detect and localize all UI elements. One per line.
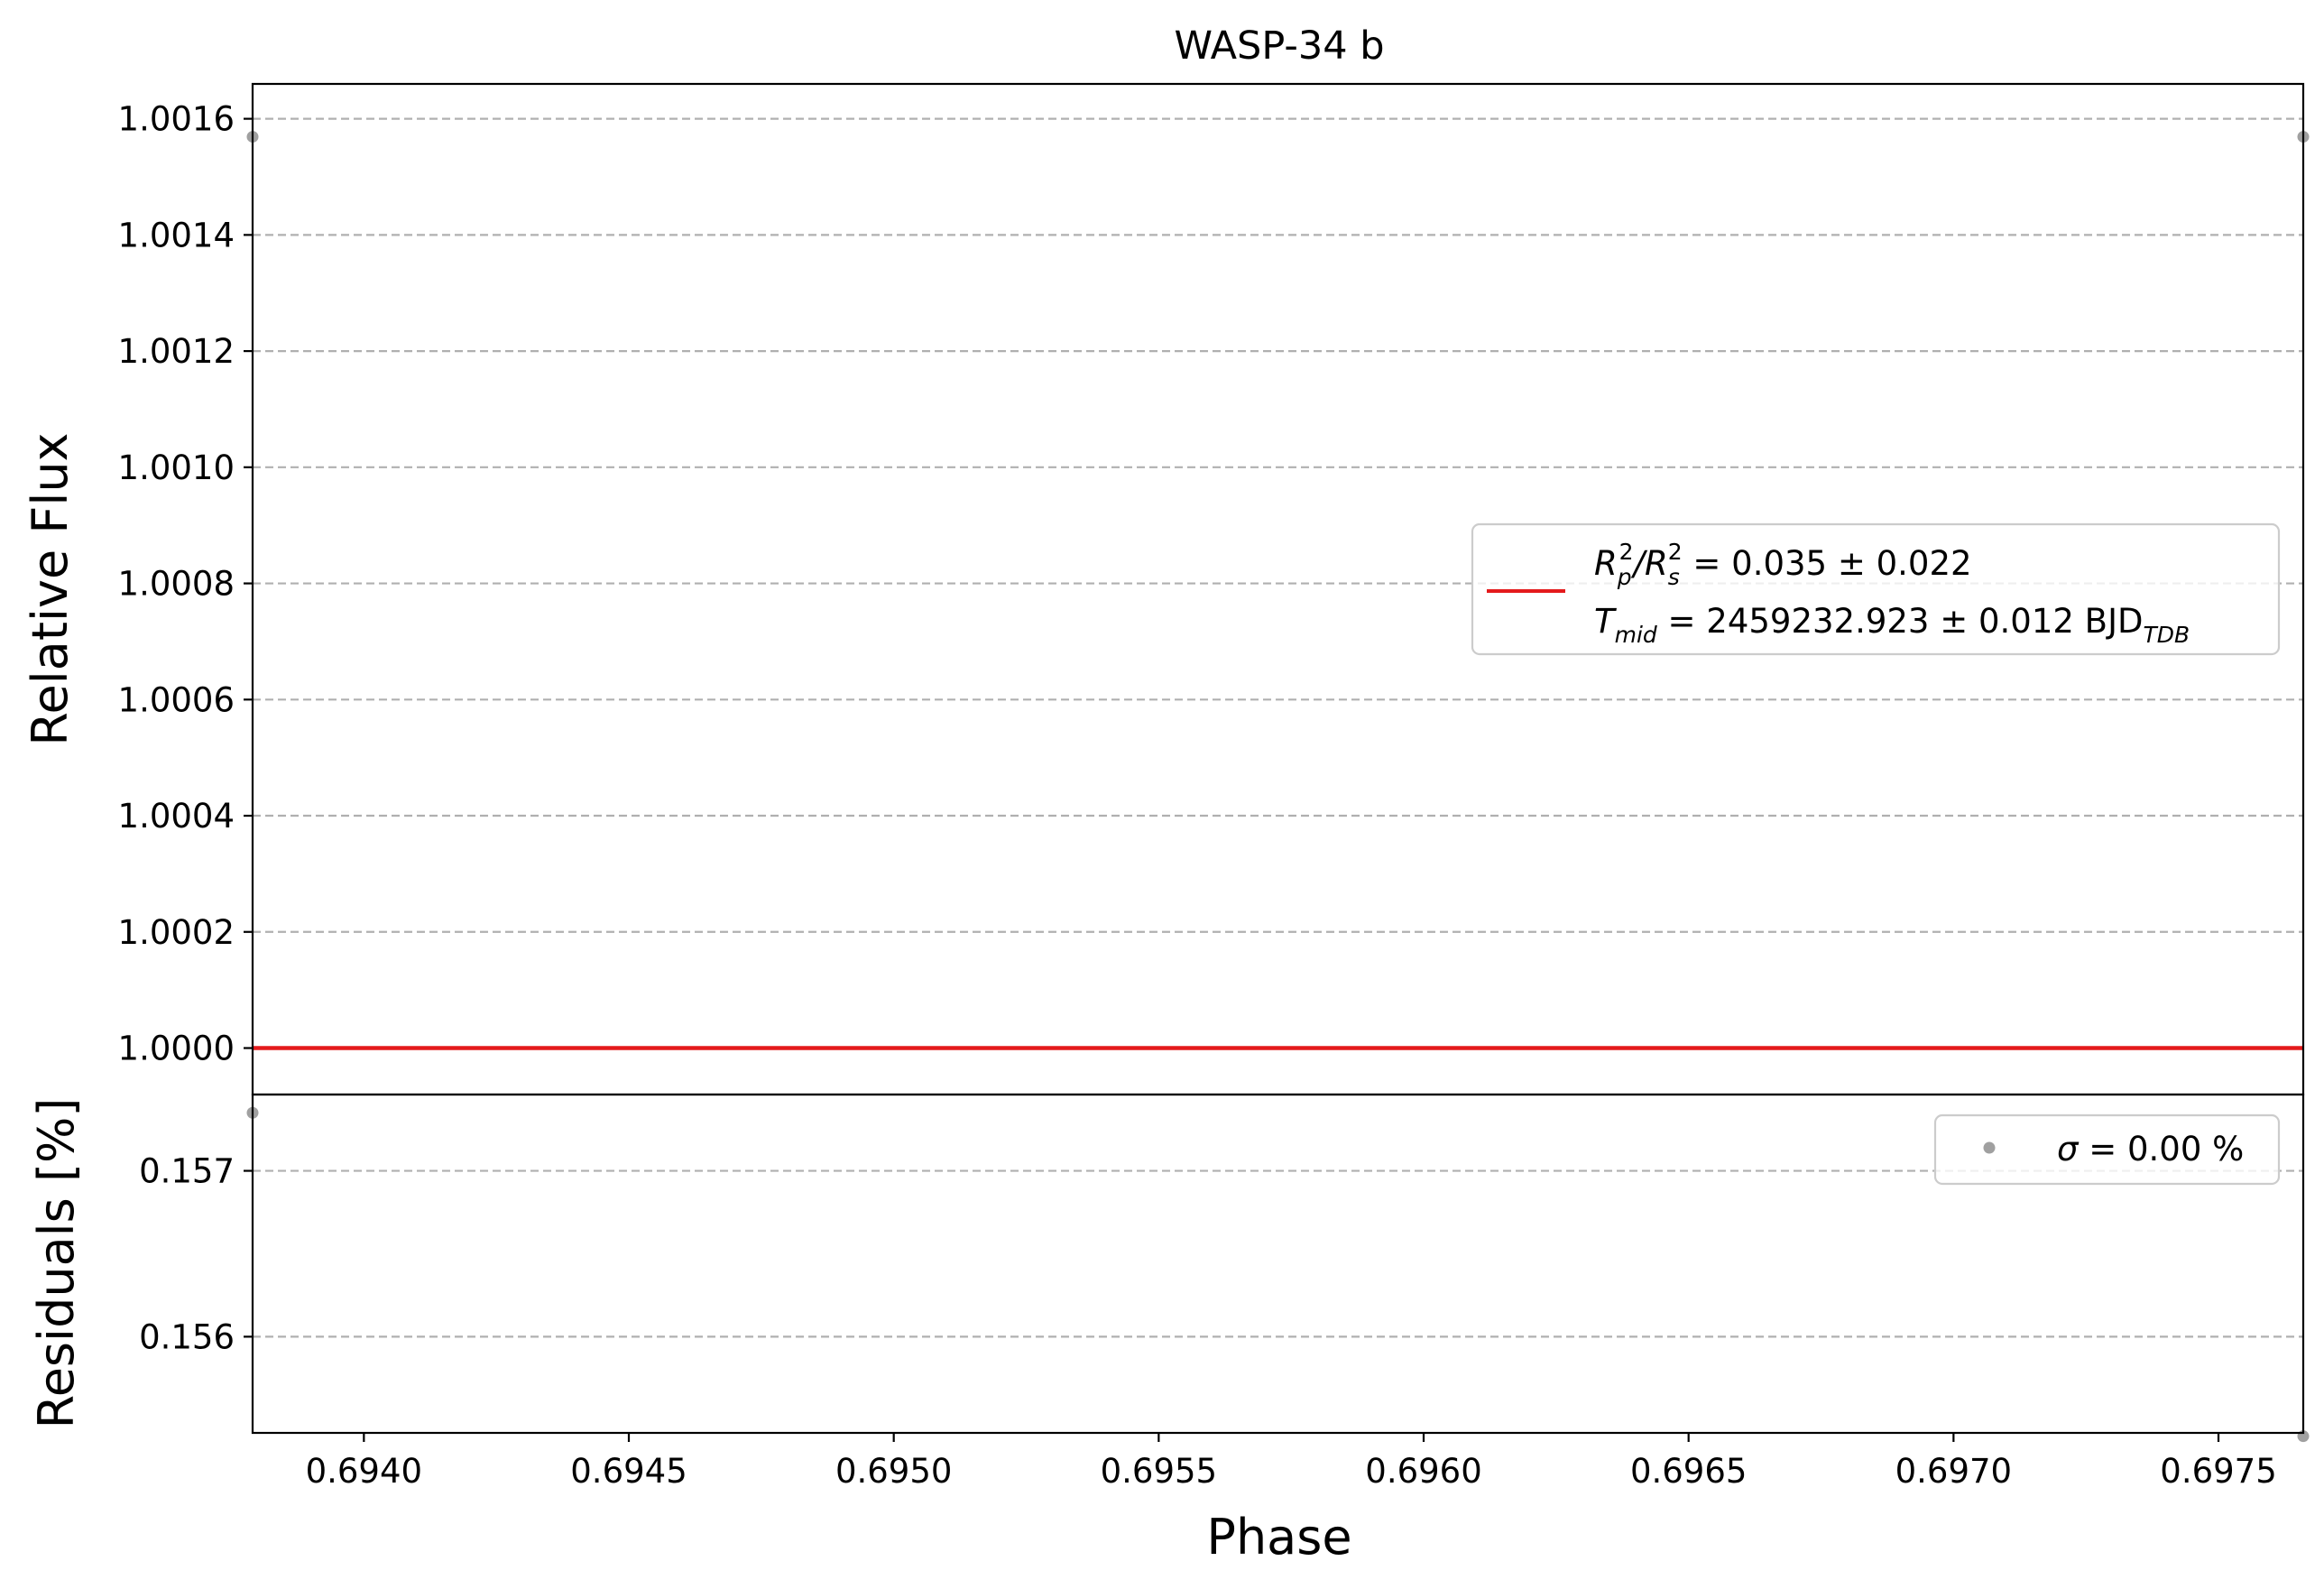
legend-sigma-symbol: σ [2057,1130,2080,1169]
flux-y-tick-label: 1.0012 [118,332,235,371]
legend-rp-sub: p [1617,564,1632,590]
phase-x-ticks: 0.6940 0.6945 0.6950 0.6955 0.6960 0.6965 0.69… [306,1433,2277,1491]
legend-rp-symbol: R [1594,544,1618,583]
flux-gridlines [253,117,2303,1049]
phase-x-axis-label: Phase [1206,1509,1351,1566]
legend-depth-value: = 0.035 ± 0.022 [1683,544,1972,583]
legend-sigma-value: = 0.00 % [2078,1130,2244,1169]
residuals-axes-frame [251,1093,2305,1435]
phase-x-tick-label: 0.6965 [1630,1452,1747,1491]
flux-y-tick-label: 1.0010 [118,448,235,487]
residuals-y-axis-label: Residuals [%] [28,1098,85,1429]
legend-t-sub: mid [1615,622,1657,648]
flux-panel: 1.0000 1.0002 1.0004 1.0006 1.0008 1.0010 1.00… [22,82,2310,1096]
flux-legend: Rp2/Rs2 = 0.035 ± 0.022 Tmid = 2459232.9… [1471,522,2281,656]
phase-x-tick-label: 0.6960 [1365,1452,1481,1491]
flux-y-tick-label: 1.0008 [118,565,235,604]
legend-entry-radius-ratio: Rp2/Rs2 = 0.035 ± 0.022 [1594,539,1972,590]
legend-tmid-value: = 2459232.923 ± 0.012 BJD [1657,602,2144,641]
chart-title: WASP-34 b [1174,23,1384,69]
flux-y-tick-label: 1.0000 [118,1030,235,1068]
legend-t-symbol: T [1594,602,1617,641]
flux-y-ticks: 1.0000 1.0002 1.0004 1.0006 1.0008 1.0010 1.00… [118,100,253,1068]
residuals-legend-marker [1983,1141,1996,1154]
residuals-panel: 0.156 0.157 0.6940 0.6945 0.6950 0.6955 0.696… [28,1093,2310,1566]
flux-series [246,131,2310,1050]
legend-entry-sigma: σ = 0.00 % [2057,1130,2244,1169]
phase-x-tick-label: 0.6940 [306,1452,422,1491]
flux-y-tick-label: 1.0004 [118,797,235,836]
residuals-y-tick-label: 0.156 [139,1317,235,1356]
flux-y-tick-label: 1.0002 [118,913,235,952]
phase-x-tick-label: 0.6945 [570,1452,687,1491]
flux-y-axis-label: Relative Flux [22,432,78,745]
residuals-y-ticks: 0.156 0.157 [139,1152,253,1356]
legend-rs-symbol: /R [1631,544,1668,583]
flux-y-tick-label: 1.0014 [118,216,235,254]
phase-x-tick-label: 0.6970 [1895,1452,2012,1491]
flux-legend-frame [1471,522,2281,656]
flux-y-tick-label: 1.0006 [118,680,235,719]
legend-rp-sup: 2 [1619,539,1634,565]
flux-y-tick-label: 1.0016 [118,100,235,139]
phase-x-tick-label: 0.6950 [835,1452,952,1491]
legend-entry-tmid: Tmid = 2459232.923 ± 0.012 BJDTDB [1594,602,2190,648]
phase-x-tick-label: 0.6975 [2160,1452,2276,1491]
residuals-y-tick-label: 0.157 [139,1152,235,1191]
residuals-legend: σ = 0.00 % [1933,1113,2281,1186]
legend-rs-sub: s [1668,564,1680,590]
legend-rs-sup: 2 [1668,539,1683,565]
legend-bjd-sub: TDB [2143,622,2190,648]
phase-x-tick-label: 0.6955 [1101,1452,1217,1491]
residuals-legend-frame [1933,1113,2281,1186]
